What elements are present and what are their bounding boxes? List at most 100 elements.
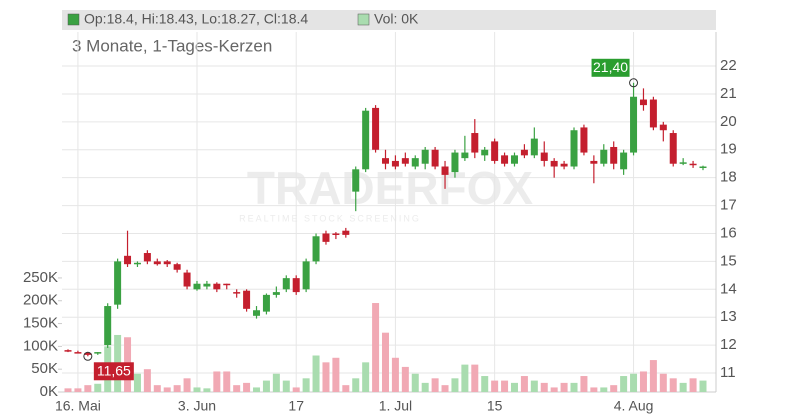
candle-body <box>243 290 251 309</box>
volume-bar <box>143 369 151 392</box>
volume-bar <box>481 376 489 392</box>
candle-body <box>282 278 290 290</box>
candle-body <box>163 261 171 265</box>
y-tick-label: 14 <box>720 280 737 297</box>
y-tick-label: 12 <box>720 336 737 353</box>
volume-bar <box>411 373 419 392</box>
volume-bar <box>312 355 320 392</box>
volume-bar <box>94 383 102 392</box>
volume-bar <box>679 382 687 392</box>
candle-body <box>322 233 330 242</box>
candle-body <box>352 169 360 192</box>
y-tick-label: 15 <box>720 252 737 269</box>
candle-body <box>411 158 419 167</box>
candle-body <box>580 127 588 153</box>
candle-body <box>153 261 161 265</box>
candle-body <box>203 283 211 287</box>
y2-tick-label: 0K <box>40 383 58 400</box>
candle-body <box>124 255 132 265</box>
y2-tick-label: 100K <box>23 337 58 354</box>
x-tick-label: 17 <box>288 398 304 414</box>
candle-body <box>699 166 707 169</box>
volume-bar <box>620 376 628 392</box>
candle-body <box>669 133 677 164</box>
volume-bar <box>669 378 677 392</box>
candle-body <box>570 130 578 167</box>
volume-bar <box>352 378 360 392</box>
volume-bar <box>253 387 261 392</box>
volume-bar <box>173 385 181 392</box>
y-tick-label: 18 <box>720 169 737 186</box>
y2-tick-label: 150K <box>23 315 58 332</box>
min-marker <box>83 351 93 361</box>
volume-bar <box>649 360 657 392</box>
y-tick-label: 19 <box>720 141 737 158</box>
volume-bar <box>223 371 231 392</box>
ohlc-text: Op:18.4, Hi:18.43, Lo:18.27, Cl:18.4 <box>84 11 308 27</box>
header-band <box>62 10 716 30</box>
volume-bar <box>213 371 221 392</box>
candle-body <box>133 262 141 265</box>
candle-body <box>510 155 518 164</box>
candle-body <box>530 138 538 156</box>
candle-body <box>272 292 280 295</box>
ohlc-icon <box>67 13 80 26</box>
candle-body <box>104 306 112 346</box>
candle-body <box>143 253 151 262</box>
watermark: TRADERFOX <box>247 162 534 214</box>
volume-bar <box>630 373 638 392</box>
volume-bar <box>461 364 469 392</box>
volume-bar <box>302 378 310 392</box>
candle-body <box>471 133 479 153</box>
candle-body <box>114 261 122 305</box>
y-tick-label: 16 <box>720 224 737 241</box>
volume-bar <box>153 385 161 392</box>
candle-body <box>481 149 489 156</box>
volume-bar <box>262 380 270 392</box>
candle-body <box>659 124 667 131</box>
volume-bar <box>530 380 538 392</box>
volume-bar <box>510 382 518 392</box>
candle-body <box>223 283 231 286</box>
candle-body <box>630 96 638 153</box>
candle-body <box>302 261 310 290</box>
candle-body <box>213 283 221 290</box>
volume-bar <box>84 385 92 392</box>
y2-tick-label: 200K <box>23 292 58 309</box>
volume-bar <box>689 378 697 392</box>
candle-body <box>461 152 469 159</box>
volume-bar <box>520 376 528 392</box>
y-tick-label: 13 <box>720 308 737 325</box>
volume-bar <box>639 371 647 392</box>
candle-body <box>362 110 370 170</box>
candle-body <box>421 149 429 164</box>
volume-bar <box>362 362 370 392</box>
x-tick-label: 15 <box>487 398 503 414</box>
candle-body <box>451 152 459 173</box>
volume-bar <box>292 387 300 392</box>
candle-body <box>441 166 449 175</box>
candle-body <box>550 160 558 167</box>
candle-body <box>193 283 201 290</box>
candle-body <box>679 162 687 164</box>
x-tick-label: 16. Mai <box>55 398 101 414</box>
volume-bar <box>272 373 280 392</box>
candle-body <box>431 149 439 167</box>
y-tick-label: 20 <box>720 113 737 130</box>
subtitle: 3 Monate, 1-Tages-Kerzen <box>72 36 272 55</box>
candle-body <box>600 149 608 164</box>
volume-bar <box>233 385 241 392</box>
y2-tick-label: 50K <box>31 360 58 377</box>
volume-bar <box>560 382 568 392</box>
volume-bar <box>74 388 82 392</box>
candle-body <box>391 160 399 167</box>
volume-bar <box>600 387 608 392</box>
volume-bar <box>610 385 618 392</box>
candle-body <box>262 294 270 312</box>
volume-bar <box>580 376 588 392</box>
min-label: 11,65 <box>97 362 131 378</box>
volume-bar <box>401 366 409 392</box>
volume-bar <box>342 385 350 392</box>
volume-bar <box>64 388 72 392</box>
